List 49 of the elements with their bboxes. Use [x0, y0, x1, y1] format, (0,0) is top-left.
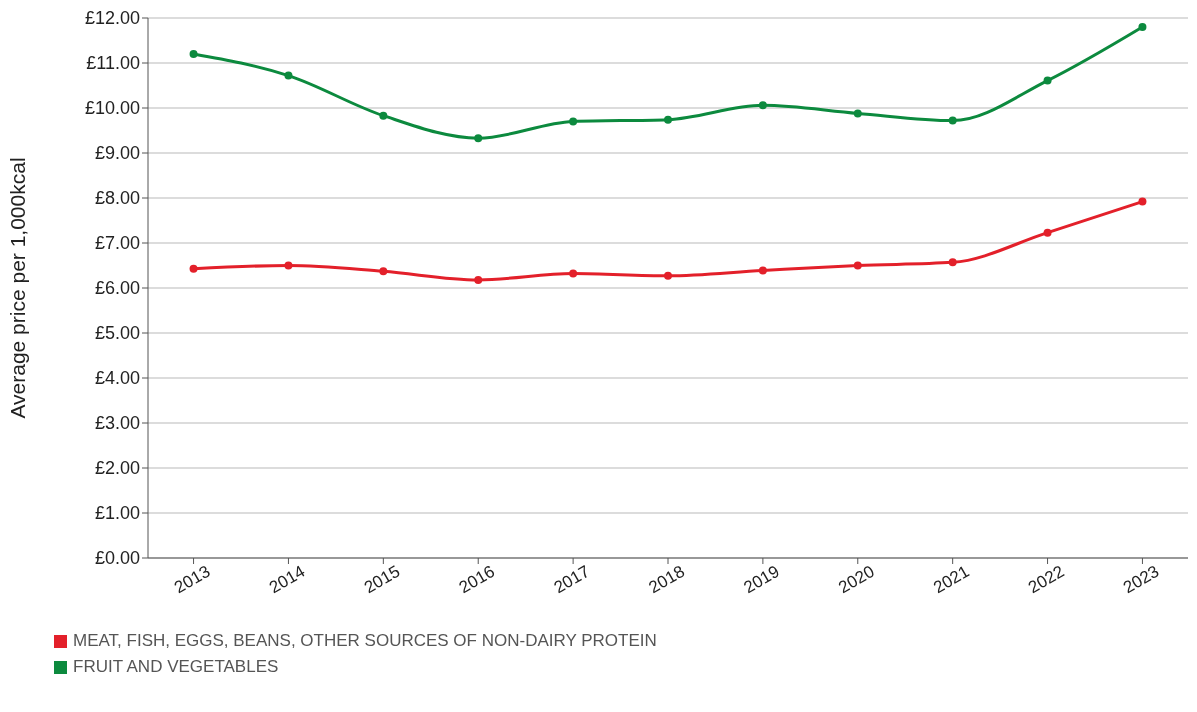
point	[379, 267, 388, 276]
point	[1043, 76, 1052, 85]
point	[284, 261, 293, 270]
x-tick-label: 2020	[835, 561, 878, 598]
point	[284, 71, 293, 80]
y-tick-label: £9.00	[94, 143, 140, 164]
point	[569, 269, 578, 278]
point	[189, 50, 198, 58]
point	[1043, 228, 1052, 237]
point	[474, 134, 483, 143]
point	[758, 266, 767, 275]
y-tick-label: £5.00	[94, 323, 140, 344]
point	[948, 258, 957, 267]
legend-label: FRUIT AND VEGETABLES	[73, 657, 279, 677]
point	[189, 264, 198, 273]
x-tick-label: 2014	[266, 561, 309, 598]
y-tick-label: £11.00	[86, 53, 140, 74]
point	[853, 109, 862, 118]
y-tick-label: £2.00	[94, 458, 140, 479]
y-tick-label: £4.00	[94, 368, 140, 389]
point	[569, 117, 578, 126]
point	[948, 116, 957, 125]
point	[1138, 23, 1147, 31]
point	[664, 115, 672, 124]
x-tick-label: 2015	[360, 561, 404, 598]
x-tick-label: 2022	[1025, 561, 1068, 598]
x-tick-label: 2023	[1120, 561, 1163, 598]
x-tick-label: 2021	[930, 561, 973, 598]
y-tick-label: £8.00	[94, 188, 140, 209]
y-axis-title: Average price per 1,000kcal	[6, 157, 30, 419]
point	[853, 261, 862, 270]
point	[379, 111, 388, 120]
y-tick-label: £6.00	[94, 278, 140, 299]
y-tick-label: £12.00	[84, 8, 140, 29]
x-tick-label: 2016	[455, 561, 499, 598]
y-tick-label: £10.00	[84, 98, 140, 119]
y-tick-label: £0.00	[94, 548, 140, 569]
point	[664, 271, 672, 280]
y-tick-label: £7.00	[94, 233, 140, 254]
x-tick-label: 2017	[550, 561, 593, 598]
y-tick-label: £1.00	[94, 503, 140, 524]
legend-label: MEAT, FISH, EGGS, BEANS, OTHER SOURCES OF NON-DAIRY PROTEIN	[73, 631, 657, 651]
x-tick-label: 2019	[740, 561, 783, 598]
x-tick-label: 2018	[645, 561, 688, 598]
x-tick-label: 2013	[171, 561, 214, 598]
y-tick-label: £3.00	[94, 413, 140, 434]
point	[474, 275, 483, 284]
point	[758, 101, 767, 110]
point	[1138, 197, 1147, 206]
